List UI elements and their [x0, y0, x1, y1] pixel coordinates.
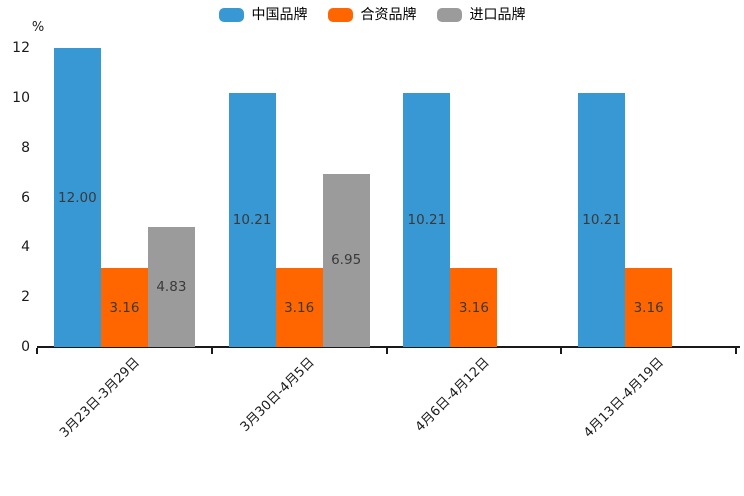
bar-进口品牌-2: [322, 173, 370, 347]
bar-合资品牌-4: [625, 268, 673, 347]
x-axis-tick: [385, 348, 388, 354]
legend-label: 进口品牌: [469, 7, 526, 23]
bar-value-label: 3.16: [109, 299, 140, 316]
bar-合资品牌-3: [450, 268, 498, 347]
legend-label: 合资品牌: [360, 7, 417, 23]
x-tick-label: 3月30日-4月5日: [237, 355, 318, 435]
bar-value-label: 10.21: [407, 211, 447, 228]
x-axis-line: [37, 346, 740, 348]
bar-value-label: 12.00: [58, 189, 97, 206]
legend-swatch-icon: [436, 8, 462, 22]
y-tick-label: 6: [21, 189, 30, 206]
x-tick-label: 4月6日-4月12日: [412, 355, 493, 435]
y-tick-label: 10: [12, 89, 30, 106]
bar-中国品牌-3: [403, 92, 451, 347]
bar-value-label: 10.21: [232, 211, 272, 228]
bar-value-label: 6.95: [331, 252, 362, 269]
bar-value-label: 3.16: [284, 299, 315, 316]
y-axis-unit-label: %: [31, 20, 45, 35]
legend-item-2[interactable]: 合资品牌: [327, 7, 417, 23]
x-axis-tick: [735, 348, 737, 354]
y-tick-label: 8: [21, 139, 30, 156]
bar-中国品牌-2: [228, 92, 276, 347]
x-axis-tick: [560, 348, 563, 354]
legend-label: 中国品牌: [251, 7, 308, 23]
bar-value-label: 3.16: [458, 299, 489, 316]
y-tick-label: 12: [12, 40, 30, 56]
y-tick-label: 0: [21, 339, 30, 355]
bar-合资品牌-2: [275, 268, 323, 347]
bar-value-label: 4.83: [156, 278, 187, 295]
bar-value-label: 10.21: [582, 211, 621, 228]
bar-合资品牌-1: [100, 268, 148, 347]
x-tick-label: 4月13日-4月19日: [581, 355, 668, 441]
legend-item-1[interactable]: 中国品牌: [218, 7, 308, 23]
legend: 中国品牌 合资品牌 进口品牌: [0, 8, 744, 22]
legend-item-3[interactable]: 进口品牌: [436, 7, 526, 23]
bar-中国品牌-1: [53, 48, 101, 347]
x-axis-tick: [36, 348, 38, 354]
legend-swatch-icon: [327, 8, 353, 22]
x-axis-tick: [210, 348, 213, 354]
bar-中国品牌-4: [578, 92, 626, 347]
bar-进口品牌-1: [147, 226, 195, 347]
legend-swatch-icon: [218, 8, 244, 22]
x-tick-label: 3月23日-3月29日: [57, 355, 143, 441]
bar-value-label: 3.16: [633, 299, 664, 316]
y-tick-label: 4: [21, 239, 30, 256]
y-tick-label: 2: [21, 289, 30, 306]
